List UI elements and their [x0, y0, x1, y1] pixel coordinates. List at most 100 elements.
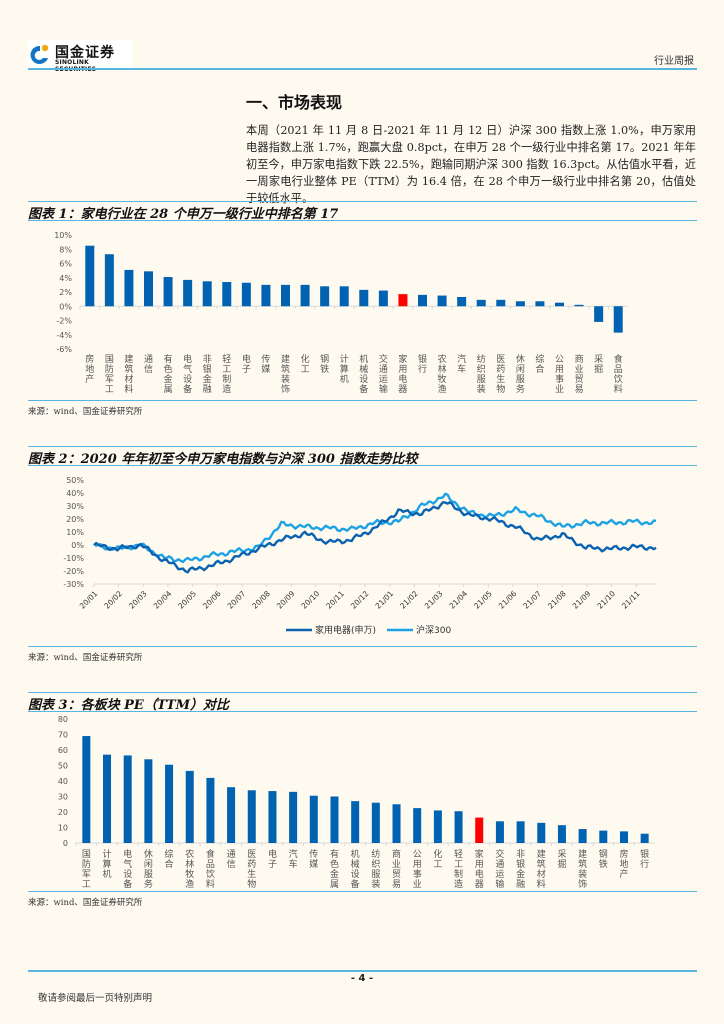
- bar-化工: [433, 810, 442, 843]
- bar-纺织服装: [371, 802, 380, 843]
- x-tick-label: 建筑材料: [124, 353, 133, 395]
- x-tick-label: 综合: [165, 848, 174, 870]
- x-tick-label: 20/07: [226, 589, 248, 611]
- logo-cn-text: 国金证券: [55, 45, 115, 61]
- x-tick-label: 20/06: [201, 589, 223, 611]
- x-tick-label: 21/05: [472, 589, 494, 611]
- bar-采掘: [594, 306, 604, 322]
- logo-en-text: SINOLINK SECURITIES: [55, 59, 96, 73]
- bar-非银金融: [202, 281, 212, 307]
- x-tick-label: 21/06: [497, 589, 519, 611]
- bar-商业贸易: [574, 304, 584, 307]
- y-tick-label: 20%: [66, 515, 84, 524]
- x-tick-label: 机械设备: [351, 848, 360, 890]
- y-tick-label: 30: [58, 793, 68, 802]
- y-tick-label: 8%: [59, 245, 72, 254]
- x-tick-label: 钢铁: [599, 848, 608, 870]
- bar-银行: [418, 294, 427, 307]
- fig2-bottom-rule: [28, 646, 697, 647]
- y-tick-label: 20: [58, 808, 68, 817]
- bar-有色金属: [330, 796, 339, 843]
- bar-电子: [268, 791, 277, 843]
- section-title: 一、市场表现: [246, 93, 343, 112]
- x-tick-label: 交通运输: [495, 848, 504, 890]
- x-tick-label: 21/03: [423, 589, 445, 611]
- bar-交通运输: [495, 821, 504, 843]
- y-tick-label: 2%: [59, 288, 72, 297]
- y-tick-label: -20%: [63, 567, 84, 576]
- bar-建筑材料: [537, 822, 546, 843]
- bar-国防军工: [104, 254, 114, 307]
- bar-机械设备: [351, 801, 360, 843]
- x-tick-label: 房地产: [619, 848, 628, 880]
- x-tick-label: 21/01: [374, 589, 396, 611]
- series-line-沪深300: [93, 492, 657, 564]
- x-tick-label: 纺织服装: [371, 848, 380, 890]
- x-tick-label: 21/04: [447, 589, 469, 611]
- x-tick-label: 有色金属: [164, 353, 173, 395]
- bar-家用电器: [398, 294, 408, 307]
- x-tick-label: 国防军工: [82, 849, 91, 890]
- x-tick-label: 采掘: [594, 354, 603, 375]
- bar-商业贸易: [392, 804, 401, 843]
- bar-纺织服装: [476, 299, 486, 307]
- x-tick-label: 食品饮料: [614, 353, 623, 395]
- x-tick-label: 21/07: [521, 589, 543, 611]
- bar-综合: [535, 301, 545, 307]
- y-tick-label: 50%: [66, 476, 84, 485]
- y-tick-label: 10%: [66, 528, 84, 537]
- y-tick-label: 40%: [66, 489, 84, 498]
- bar-计算机: [339, 286, 349, 307]
- x-tick-label: 轻工制造: [222, 353, 231, 395]
- y-tick-label: 80: [58, 715, 68, 724]
- bar-钢铁: [320, 286, 330, 307]
- fig1-bottom-rule: [28, 400, 697, 401]
- bar-食品饮料: [613, 306, 623, 333]
- x-tick-label: 非银金融: [203, 353, 212, 395]
- x-tick-label: 21/08: [546, 589, 568, 611]
- x-tick-label: 家用电器: [398, 353, 407, 395]
- x-tick-label: 通信: [227, 849, 236, 870]
- x-tick-label: 20/10: [300, 589, 322, 611]
- y-tick-label: 0%: [59, 302, 72, 311]
- fig3-title: 图表 3：各板块 PE（TTM）对比: [28, 698, 230, 713]
- x-tick-label: 建筑材料: [537, 848, 546, 890]
- fig2-title: 图表 2：2020 年年初至今申万家电指数与沪深 300 指数走势比较: [28, 452, 418, 467]
- fig1-title-rule: [28, 220, 697, 221]
- bar-传媒: [309, 795, 318, 843]
- x-tick-label: 化工: [433, 848, 442, 870]
- x-tick-label: 农林牧渔: [438, 353, 447, 395]
- header-divider: [28, 68, 697, 70]
- bar-家用电器: [475, 817, 484, 843]
- y-tick-label: 40: [58, 777, 68, 786]
- x-tick-label: 20/01: [78, 589, 100, 611]
- x-tick-label: 综合: [535, 353, 544, 375]
- x-tick-label: 21/11: [620, 589, 642, 611]
- x-tick-label: 电子: [242, 353, 251, 375]
- x-tick-label: 传媒: [309, 848, 318, 870]
- fig3-source: 来源：wind、国金证券研究所: [28, 898, 143, 908]
- company-logo: 国金证券 SINOLINK SECURITIES: [28, 40, 132, 73]
- x-tick-label: 建筑装饰: [578, 848, 587, 890]
- bar-电气设备: [123, 755, 132, 843]
- x-tick-label: 20/12: [349, 589, 371, 611]
- x-tick-label: 通信: [144, 354, 153, 375]
- x-tick-label: 电子: [268, 848, 277, 870]
- intro-paragraph: 本周（2021 年 11 月 8 日-2021 年 11 月 12 日）沪深 3…: [246, 124, 696, 205]
- bar-医药生物: [247, 790, 256, 843]
- bar-公用事业: [413, 808, 422, 843]
- report-type-label: 行业周报: [654, 56, 694, 67]
- x-tick-label: 20/09: [275, 589, 297, 611]
- y-tick-label: 0: [63, 839, 68, 848]
- bar-通信: [144, 271, 153, 307]
- fig3-bottom-rule: [28, 891, 697, 892]
- bar-食品饮料: [206, 777, 215, 843]
- bar-房地产: [85, 245, 95, 307]
- x-tick-label: 21/09: [571, 589, 593, 611]
- y-tick-label: -10%: [63, 554, 84, 563]
- bar-电气设备: [183, 279, 193, 307]
- x-tick-label: 计算机: [340, 353, 349, 385]
- bar-有色金属: [163, 277, 173, 307]
- x-tick-label: 化工: [301, 353, 310, 375]
- bar-银行: [640, 833, 649, 843]
